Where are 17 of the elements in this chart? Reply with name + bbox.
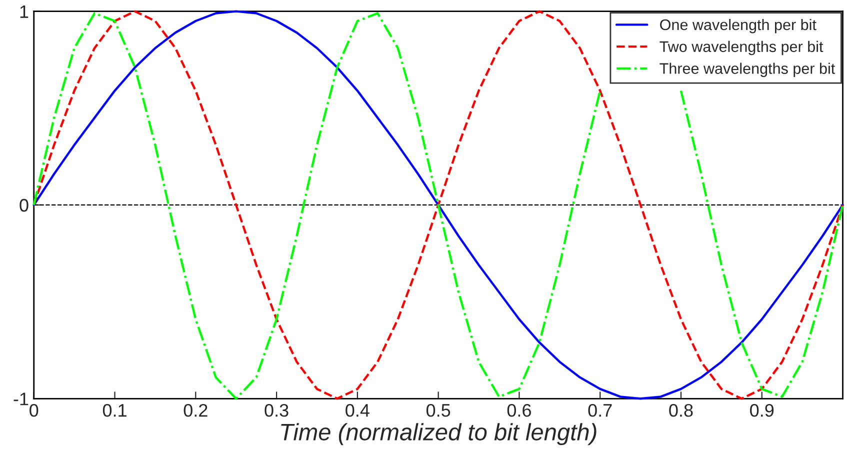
x-tick-label: 0.1 xyxy=(102,404,126,417)
y-tick-label: -1 xyxy=(14,392,28,406)
x-tick-label: 0.9 xyxy=(750,404,774,417)
x-axis-title: Time (normalized to bit length) xyxy=(281,423,596,446)
x-tick-label: 0.4 xyxy=(346,404,370,417)
legend-label: One wavelength per bit xyxy=(660,18,816,34)
x-tick-label: 0 xyxy=(30,404,38,417)
x-tick-label: 0.5 xyxy=(426,404,450,417)
x-tick-label: 0.6 xyxy=(507,404,531,417)
x-tick-label: 0.3 xyxy=(264,404,288,417)
x-tick-label: 0.8 xyxy=(669,404,693,417)
y-tick-label: 1 xyxy=(20,5,28,18)
y-tick-label: 0 xyxy=(20,198,28,212)
x-tick-label: 0.7 xyxy=(588,404,612,417)
x-tick-label: 0.2 xyxy=(184,404,208,417)
legend-label: Three wavelengths per bit xyxy=(660,62,836,77)
legend-label: Two wavelengths per bit xyxy=(660,40,824,56)
